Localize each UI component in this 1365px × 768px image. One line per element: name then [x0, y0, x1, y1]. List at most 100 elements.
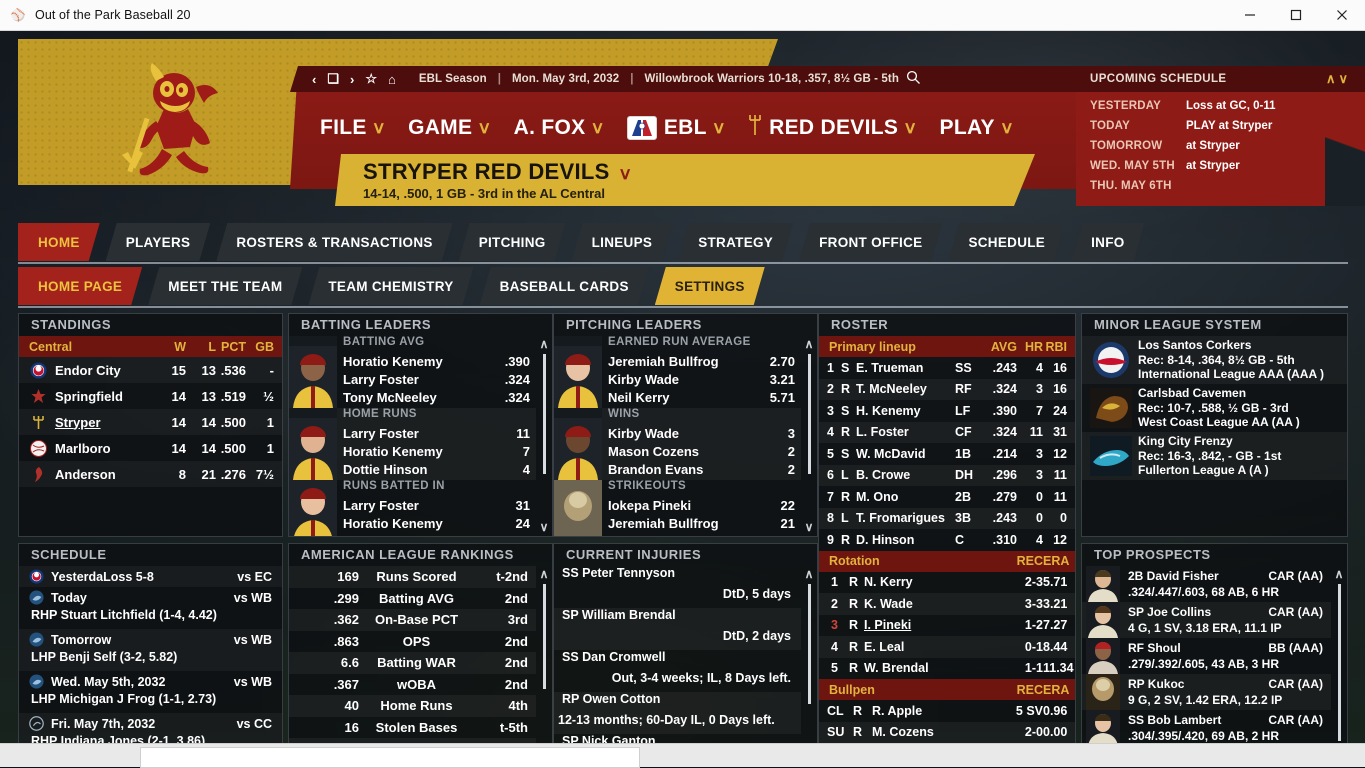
nav-book-icon[interactable]: ❑ [327, 71, 339, 86]
menu-league[interactable]: EBL ⅴ [626, 116, 724, 140]
list-item[interactable]: SS Bob Lambert CAR (AA) .304/.395/.420, 6… [1082, 710, 1331, 743]
subtab-meet-the-team[interactable]: MEET THE TEAM [148, 267, 302, 305]
schedule-group[interactable]: YesterdaLoss 5-8 vs EC [19, 566, 282, 587]
table-row[interactable]: 16 Stolen Bases t-5th [289, 717, 536, 739]
scroll-thumb[interactable] [807, 584, 811, 704]
scroll-up-icon[interactable]: ∧ [1334, 567, 1344, 581]
menu-game[interactable]: GAME ⅴ [408, 116, 490, 140]
injury-item[interactable]: RP Owen Cotton 12-13 months; 60-Day IL, … [554, 692, 801, 734]
scroll-thumb[interactable] [542, 584, 546, 689]
leader-row[interactable]: Dottie Hinson 4 [343, 462, 536, 480]
table-row[interactable]: Stryper 14 14 .500 1 [19, 409, 282, 435]
table-row[interactable]: .299 Batting AVG 2nd [289, 588, 536, 610]
scrollbar[interactable]: ∧ ∨ [802, 566, 816, 743]
tab-lineups[interactable]: LINEUPS [572, 223, 673, 261]
table-row[interactable]: .362 On-Base PCT 3rd [289, 609, 536, 631]
list-item[interactable]: Carlsbad Cavemen Rec: 10-7, .588, ½ GB -… [1082, 384, 1347, 432]
collapse-panel-icon[interactable]: « [1327, 184, 1335, 200]
table-row[interactable]: 1 S E. Trueman SS .243 4 16 [819, 357, 1075, 379]
team-banner[interactable]: STRYPER RED DEVILS ⅴ 14-14, .500, 1 GB -… [335, 154, 1035, 206]
scroll-up-icon[interactable]: ∧ [539, 567, 549, 581]
leader-row[interactable]: Jeremiah Bullfrog 21 [608, 516, 801, 534]
subtab-settings[interactable]: SETTINGS [655, 267, 765, 305]
table-row[interactable]: 4 R E. Leal 0-1 8.44 [819, 636, 1075, 658]
leader-row[interactable]: Kirby Wade 3.21 [608, 372, 801, 390]
schedule-row[interactable]: Fri. May 7th, 2032 vs CC [19, 713, 282, 734]
scroll-up-icon[interactable]: ∧ [804, 567, 814, 581]
taskbar-item[interactable] [140, 747, 640, 768]
scrollbar[interactable]: ∧ ∨ [1332, 566, 1346, 743]
subtab-team-chemistry[interactable]: TEAM CHEMISTRY [308, 267, 473, 305]
schedule-row[interactable]: Today vs WB [19, 587, 282, 608]
subtab-baseball-cards[interactable]: BASEBALL CARDS [480, 267, 649, 305]
leader-row[interactable]: Kirby Wade 3 [608, 426, 801, 444]
chevron-down-icon[interactable]: ⅴ [620, 164, 631, 183]
leader-row[interactable]: Tony McNeeley .324 [343, 390, 536, 408]
tab-strategy[interactable]: STRATEGY [678, 223, 793, 261]
scroll-down-icon[interactable]: ∨ [539, 520, 549, 534]
table-row[interactable]: 2 R T. McNeeley RF .324 3 16 [819, 378, 1075, 400]
leader-row[interactable]: Neil Kerry 5.71 [608, 390, 801, 408]
table-row[interactable]: 8 L T. Fromarigues 3B .243 0 0 [819, 507, 1075, 529]
scroll-up-icon[interactable]: ∧ [1325, 71, 1339, 86]
scroll-up-icon[interactable]: ∧ [804, 337, 814, 351]
upcoming-row[interactable]: WED. MAY 5TH at Stryper [1090, 160, 1350, 180]
schedule-row[interactable]: YesterdaLoss 5-8 vs EC [19, 566, 282, 587]
list-item[interactable]: 2B David Fisher CAR (AA) .324/.447/.603, … [1082, 566, 1331, 602]
nav-back-icon[interactable]: ‹ [312, 71, 317, 87]
tab-schedule[interactable]: SCHEDULE [948, 223, 1065, 261]
leader-row[interactable]: Mason Cozens 2 [608, 444, 801, 462]
scroll-thumb[interactable] [807, 354, 811, 474]
breadcrumb-season[interactable]: EBL Season [418, 73, 487, 85]
minimize-icon[interactable] [1227, 0, 1273, 31]
leader-row[interactable]: Brandon Evans 2 [608, 462, 801, 480]
favorite-star-icon[interactable]: ☆ [365, 71, 377, 86]
table-row[interactable]: +3.8Base Running8th [289, 738, 536, 743]
list-item[interactable]: RP Kukoc CAR (AA) 9 G, 2 SV, 1.42 ERA, 12… [1082, 674, 1331, 710]
schedule-group[interactable]: Today vs WB RHP Stuart Litchfield (1-4, … [19, 587, 282, 629]
upcoming-row[interactable]: TOMORROW at Stryper [1090, 140, 1350, 160]
table-row[interactable]: SU R M. Cozens 2-0 0.00 [819, 721, 1075, 743]
scrollbar[interactable]: ∧ ∨ [802, 336, 816, 535]
nav-forward-icon[interactable]: › [350, 71, 355, 87]
scroll-thumb[interactable] [1337, 584, 1341, 741]
table-row[interactable]: Springfield 14 13 .519 ½ [19, 383, 282, 409]
upcoming-scroll-arrows[interactable]: ∧∨ [1326, 71, 1351, 87]
subtab-home-page[interactable]: HOME PAGE [18, 267, 142, 305]
tab-rosters-transactions[interactable]: ROSTERS & TRANSACTIONS [216, 223, 452, 261]
table-row[interactable]: 2 R K. Wade 3-3 3.21 [819, 593, 1075, 615]
table-row[interactable]: 5 S W. McDavid 1B .214 3 12 [819, 443, 1075, 465]
injury-item[interactable]: SP Nick Ganton [554, 734, 801, 743]
upcoming-row[interactable]: TODAY PLAY at Stryper [1090, 120, 1350, 140]
tab-pitching[interactable]: PITCHING [459, 223, 566, 261]
schedule-row[interactable]: Wed. May 5th, 2032 vs WB [19, 671, 282, 692]
table-row[interactable]: .367 wOBA 2nd [289, 674, 536, 696]
table-row[interactable]: CL R R. Apple 5 SV 0.96 [819, 700, 1075, 722]
table-row[interactable]: Endor City 15 13 .536 - [19, 357, 282, 383]
breadcrumb-opponent[interactable]: Willowbrook Warriors 10-18, .357, 8½ GB … [644, 73, 899, 85]
menu-team[interactable]: RED DEVILS ⅴ [748, 114, 915, 142]
leader-row[interactable]: Jeremiah Bullfrog 2.70 [608, 354, 801, 372]
leader-row[interactable]: Iokepa Pineki 22 [608, 498, 801, 516]
table-row[interactable]: .863 OPS 2nd [289, 631, 536, 653]
table-row[interactable]: 4 R L. Foster CF .324 11 31 [819, 421, 1075, 443]
injury-item[interactable]: SS Peter Tennyson DtD, 5 days [554, 566, 801, 608]
table-row[interactable]: 7 R M. Ono 2B .279 0 11 [819, 486, 1075, 508]
schedule-group[interactable]: Fri. May 7th, 2032 vs CC RHP Indiana Jon… [19, 713, 282, 743]
tab-home[interactable]: HOME [18, 223, 100, 261]
leader-row[interactable]: Horatio Kenemy 7 [343, 444, 536, 462]
list-item[interactable]: Los Santos Corkers Rec: 8-14, .364, 8½ G… [1082, 336, 1347, 384]
tab-front-office[interactable]: FRONT OFFICE [799, 223, 942, 261]
breadcrumb-date[interactable]: Mon. May 3rd, 2032 [511, 73, 620, 85]
list-item[interactable]: King City Frenzy Rec: 16-3, .842, - GB -… [1082, 432, 1347, 480]
leader-row[interactable]: Larry Foster 31 [343, 498, 536, 516]
table-row[interactable]: 3 R I. Pineki 1-2 7.27 [819, 615, 1075, 637]
schedule-row[interactable]: Tomorrow vs WB [19, 629, 282, 650]
table-row[interactable]: Marlboro 14 14 .500 1 [19, 435, 282, 461]
schedule-group[interactable]: Wed. May 5th, 2032 vs WB LHP Michigan J … [19, 671, 282, 713]
table-row[interactable]: 1 R N. Kerry 2-3 5.71 [819, 572, 1075, 594]
scrollbar[interactable]: ∧ ∨ [537, 336, 551, 535]
tab-info[interactable]: INFO [1071, 223, 1144, 261]
scroll-thumb[interactable] [542, 354, 546, 474]
injury-item[interactable]: SS Dan Cromwell Out, 3-4 weeks; IL, 8 Da… [554, 650, 801, 692]
